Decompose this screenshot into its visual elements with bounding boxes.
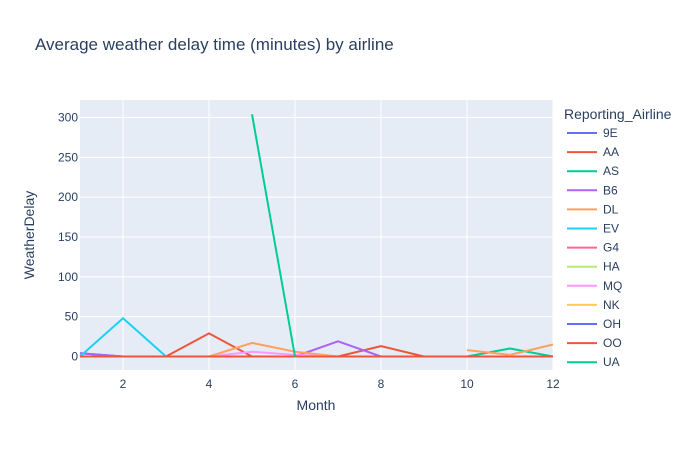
chart-title: Average weather delay time (minutes) by … xyxy=(35,35,394,54)
legend: Reporting_Airline 9E AA AS B6 DL EV G4 HA MQ NK OH… xyxy=(564,106,672,369)
y-tick-label: 100 xyxy=(58,270,78,284)
x-tick-label: 4 xyxy=(206,377,213,391)
legend-label-9e: 9E xyxy=(603,126,618,140)
plot-area xyxy=(80,100,553,370)
series-line-dl xyxy=(466,343,554,356)
y-axis-ticks: 0 50 100 150 200 250 300 xyxy=(58,111,78,364)
legend-label-ha: HA xyxy=(603,260,620,274)
y-tick-label: 150 xyxy=(58,230,78,244)
legend-label-nk: NK xyxy=(603,298,620,312)
legend-label-ua: UA xyxy=(603,355,620,369)
series-lines xyxy=(79,114,554,358)
y-tick-label: 200 xyxy=(58,190,78,204)
legend-label-mq: MQ xyxy=(603,279,622,293)
x-axis-ticks: 2 4 6 8 10 12 xyxy=(120,377,560,391)
y-tick-label: 250 xyxy=(58,150,78,164)
legend-label-aa: AA xyxy=(603,145,619,159)
x-tick-label: 6 xyxy=(292,377,299,391)
x-tick-label: 2 xyxy=(120,377,127,391)
legend-label-b6: B6 xyxy=(603,183,618,197)
x-tick-label: 10 xyxy=(460,377,474,391)
x-tick-label: 12 xyxy=(546,377,560,391)
legend-label-g4: G4 xyxy=(603,241,619,255)
y-tick-label: 0 xyxy=(71,349,78,363)
legend-label-oo: OO xyxy=(603,336,622,350)
x-tick-label: 8 xyxy=(378,377,385,391)
legend-label-dl: DL xyxy=(603,202,619,216)
legend-label-oh: OH xyxy=(603,317,621,331)
series-line-ua xyxy=(251,114,296,357)
y-tick-label: 300 xyxy=(58,111,78,125)
y-axis-title: WeatherDelay xyxy=(21,191,37,279)
legend-label-as: AS xyxy=(603,164,619,178)
legend-title: Reporting_Airline xyxy=(564,106,672,122)
y-tick-label: 50 xyxy=(65,310,79,324)
x-axis-title: Month xyxy=(297,397,336,413)
legend-label-ev: EV xyxy=(603,222,619,236)
